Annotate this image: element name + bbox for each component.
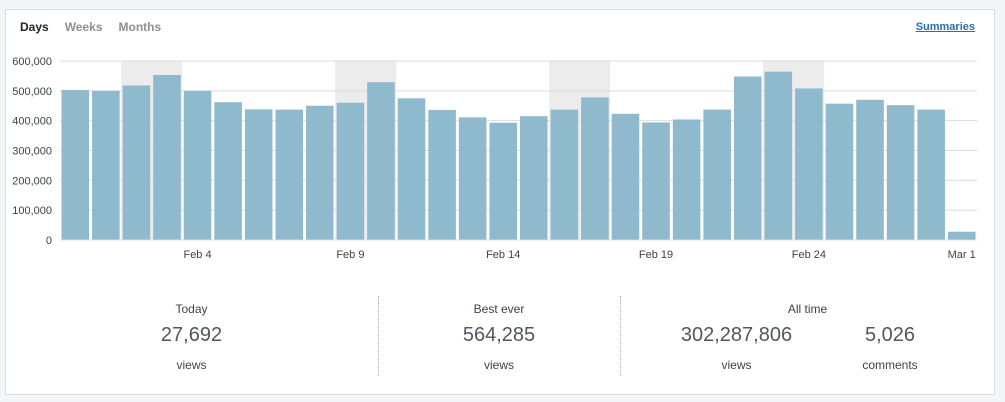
bar[interactable] — [550, 109, 579, 241]
bar[interactable] — [122, 85, 151, 240]
x-tick-label: Feb 14 — [486, 249, 520, 261]
stat-alltime-views-unit: views — [721, 358, 752, 372]
views-bar-chart: 0 100,000 200,000 300,000 400,000 500,000 600,… — [12, 56, 977, 261]
bar[interactable] — [92, 90, 120, 240]
bar[interactable] — [183, 90, 212, 240]
bar[interactable] — [581, 97, 609, 240]
bar[interactable] — [947, 231, 976, 240]
bar[interactable] — [733, 76, 762, 240]
stat-best-ever: Best ever 564,285 views — [378, 296, 620, 376]
stat-today-value: 27,692 — [160, 324, 223, 346]
y-tick-label: 200,000 — [12, 175, 52, 187]
stat-alltime-comments-unit: comments — [862, 358, 918, 372]
bar[interactable] — [642, 122, 670, 240]
y-tick-label: 500,000 — [12, 86, 52, 98]
bar[interactable] — [367, 82, 395, 240]
bar[interactable] — [244, 109, 273, 240]
bar[interactable] — [886, 105, 915, 240]
bar[interactable] — [825, 103, 854, 240]
y-tick-label: 400,000 — [12, 116, 52, 128]
tab-weeks[interactable]: Weeks — [64, 20, 103, 34]
bar[interactable] — [917, 109, 945, 241]
bar[interactable] — [61, 89, 90, 241]
stat-alltime-comments: 5,026 comments — [790, 296, 990, 376]
bar[interactable] — [703, 109, 731, 241]
y-tick-label: 0 — [46, 235, 52, 247]
bar[interactable] — [672, 119, 701, 240]
stat-today-label: Today — [175, 302, 208, 316]
stat-best-unit: views — [483, 358, 514, 372]
stat-alltime-label: All time — [787, 302, 828, 316]
bar[interactable] — [795, 88, 823, 241]
y-tick-label: 100,000 — [12, 205, 52, 217]
stats-summary: Today 27,692 views Best ever 564,285 vie… — [5, 296, 995, 376]
bar[interactable] — [153, 75, 181, 240]
bar[interactable] — [520, 116, 548, 240]
stat-today-unit: views — [176, 358, 207, 372]
bar[interactable] — [856, 99, 884, 241]
stat-alltime-views-value: 302,287,806 — [680, 324, 793, 346]
y-tick-label: 600,000 — [12, 56, 52, 68]
x-tick-label: Feb 19 — [639, 249, 673, 261]
stat-best-value: 564,285 — [462, 324, 536, 346]
summaries-link[interactable]: Summaries — [915, 21, 975, 33]
stat-divider — [378, 296, 379, 376]
x-tick-label: Mar 1 — [948, 249, 976, 261]
stat-best-label: Best ever — [473, 302, 525, 316]
tab-days[interactable]: Days — [20, 20, 49, 34]
x-tick-label: Feb 24 — [792, 249, 826, 261]
period-tabs: Days Weeks Months — [20, 20, 177, 34]
bar[interactable] — [611, 113, 640, 240]
stat-alltime-views: 302,287,806 views — [620, 296, 853, 376]
stat-today: Today 27,692 views — [5, 296, 378, 376]
bar[interactable] — [306, 105, 334, 240]
stat-alltime-comments-value: 5,026 — [864, 324, 916, 346]
bar[interactable] — [275, 109, 304, 241]
x-tick-label: Feb 4 — [183, 249, 211, 261]
bar[interactable] — [336, 102, 365, 241]
stat-all-time: All time 302,287,806 views 5,026 comment… — [620, 296, 995, 376]
bar[interactable] — [489, 122, 517, 240]
bar[interactable] — [214, 102, 242, 240]
x-tick-label: Feb 9 — [336, 249, 364, 261]
bar[interactable] — [458, 117, 487, 240]
bar[interactable] — [764, 71, 793, 241]
y-tick-label: 300,000 — [12, 146, 52, 158]
bar[interactable] — [428, 109, 456, 240]
bar[interactable] — [397, 98, 426, 241]
stat-divider — [620, 296, 621, 376]
tab-months[interactable]: Months — [118, 20, 162, 34]
